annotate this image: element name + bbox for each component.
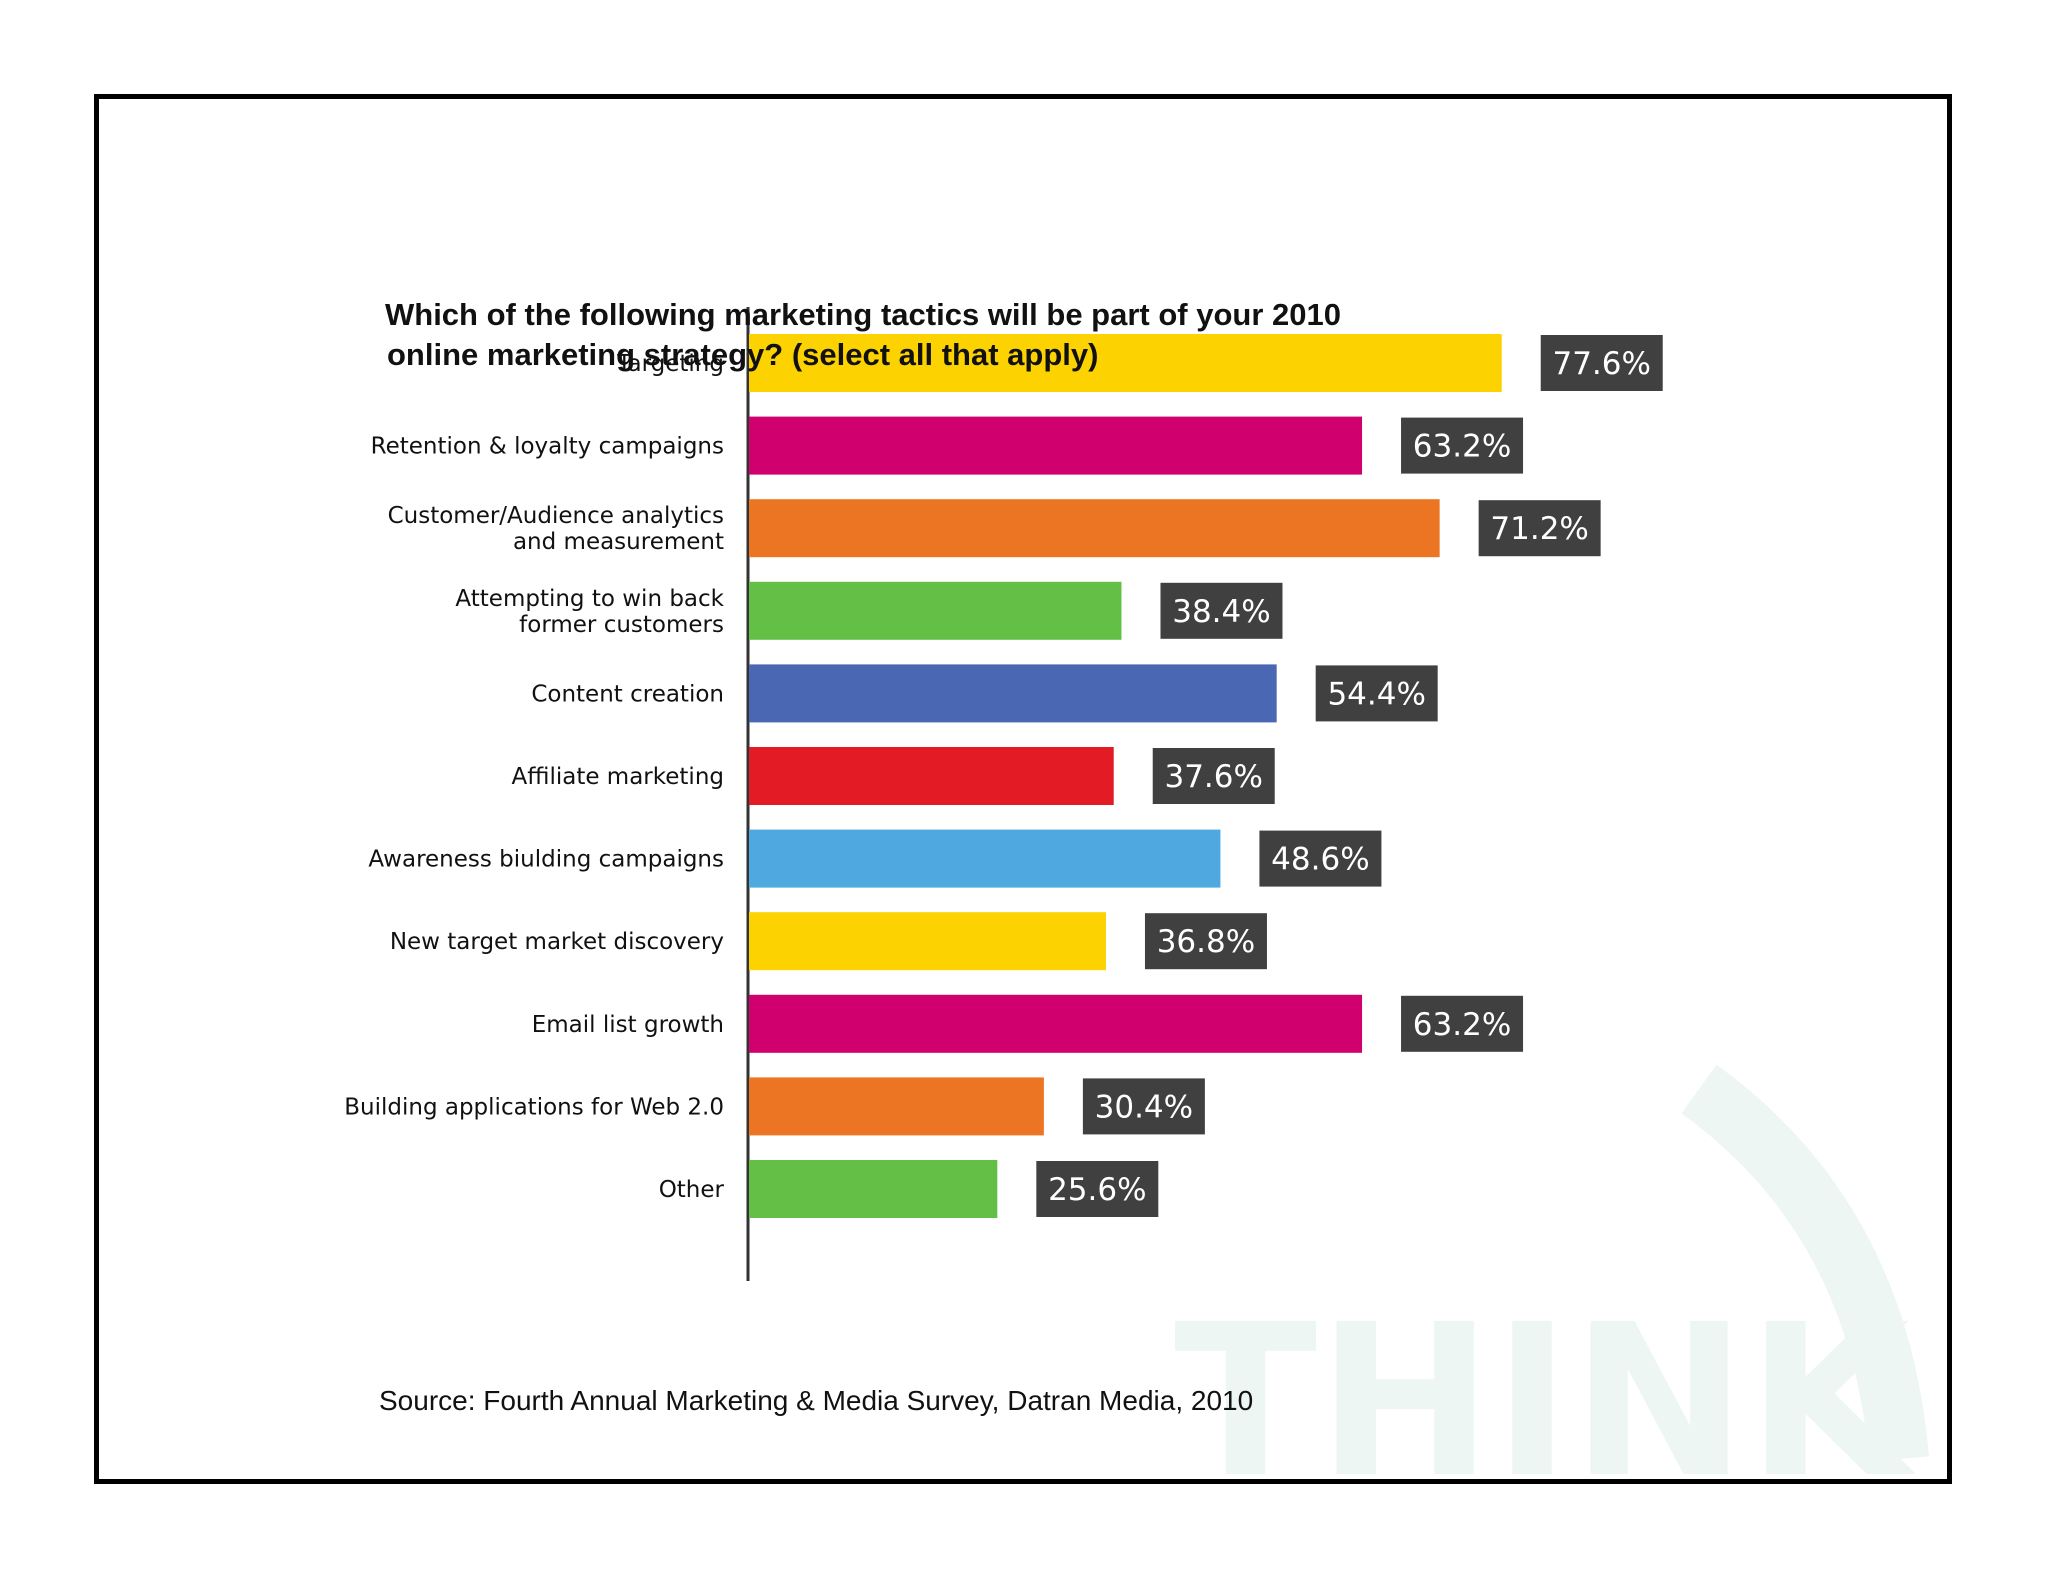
bar-1	[749, 416, 1363, 475]
value-label-5: 37.6%	[1164, 759, 1262, 795]
bar-7	[749, 912, 1106, 971]
value-label-4: 54.4%	[1327, 676, 1425, 712]
value-label-1: 63.2%	[1413, 429, 1511, 465]
chart-title-line-1: Which of the following marketing tactics…	[385, 297, 1341, 332]
category-label-7: New target market discovery	[390, 929, 724, 955]
category-label-8: Email list growth	[532, 1012, 724, 1038]
value-label-2: 71.2%	[1490, 511, 1588, 547]
category-label-9: Building applications for Web 2.0	[344, 1094, 724, 1120]
watermark-text: THINK	[1174, 1279, 1917, 1479]
bar-8	[749, 994, 1363, 1053]
category-label-3-line-0: Attempting to win back	[455, 586, 724, 612]
value-label-box-10	[1036, 1161, 1159, 1217]
value-label-box-6	[1259, 830, 1382, 887]
value-label-box-0	[1540, 335, 1663, 391]
value-label-7: 36.8%	[1157, 924, 1255, 960]
value-label-box-8	[1401, 995, 1524, 1052]
bar-4	[749, 664, 1277, 723]
chart-svg: THINK 77.6% Targeting 63.2% Retention & loya…	[344, 307, 1929, 1479]
value-label-box-1	[1401, 417, 1524, 474]
value-label-10: 25.6%	[1048, 1172, 1146, 1208]
category-label-2-line-1: and measurement	[513, 529, 724, 555]
category-label-3-line-1: former customers	[519, 612, 724, 638]
value-label-box-2	[1478, 500, 1601, 557]
value-label-box-9	[1082, 1078, 1205, 1135]
bar-2	[749, 499, 1440, 558]
category-label-6: Awareness biulding campaigns	[368, 847, 724, 873]
category-label-4: Content creation	[531, 681, 724, 707]
category-label-5: Affiliate marketing	[511, 764, 724, 790]
value-label-6: 48.6%	[1271, 842, 1369, 878]
bar-6	[749, 829, 1221, 888]
value-label-8: 63.2%	[1413, 1007, 1511, 1043]
bar-3	[749, 581, 1122, 640]
value-label-box-7	[1144, 913, 1267, 970]
chart-source: Source: Fourth Annual Marketing & Media …	[379, 1385, 1254, 1416]
category-label-10: Other	[659, 1177, 725, 1203]
value-label-9: 30.4%	[1095, 1089, 1193, 1125]
value-label-box-3	[1160, 582, 1283, 639]
chart-frame: THINK 77.6% Targeting 63.2% Retention & loya…	[94, 94, 1952, 1484]
value-label-box-5	[1152, 748, 1275, 804]
value-label-0: 77.6%	[1552, 346, 1650, 382]
watermark-arc	[1681, 1064, 1929, 1462]
category-label-0: Targeting	[616, 351, 724, 377]
value-label-box-4	[1315, 665, 1438, 722]
bar-10	[749, 1160, 998, 1218]
category-label-1: Retention & loyalty campaigns	[371, 434, 724, 460]
bar-0	[749, 334, 1502, 392]
bar-5	[749, 747, 1114, 805]
bar-9	[749, 1077, 1044, 1136]
category-label-2-line-0: Customer/Audience analytics	[388, 503, 724, 529]
value-label-3: 38.4%	[1172, 594, 1270, 630]
chart-title-line-2: online marketing strategy? (select all t…	[387, 337, 1099, 372]
